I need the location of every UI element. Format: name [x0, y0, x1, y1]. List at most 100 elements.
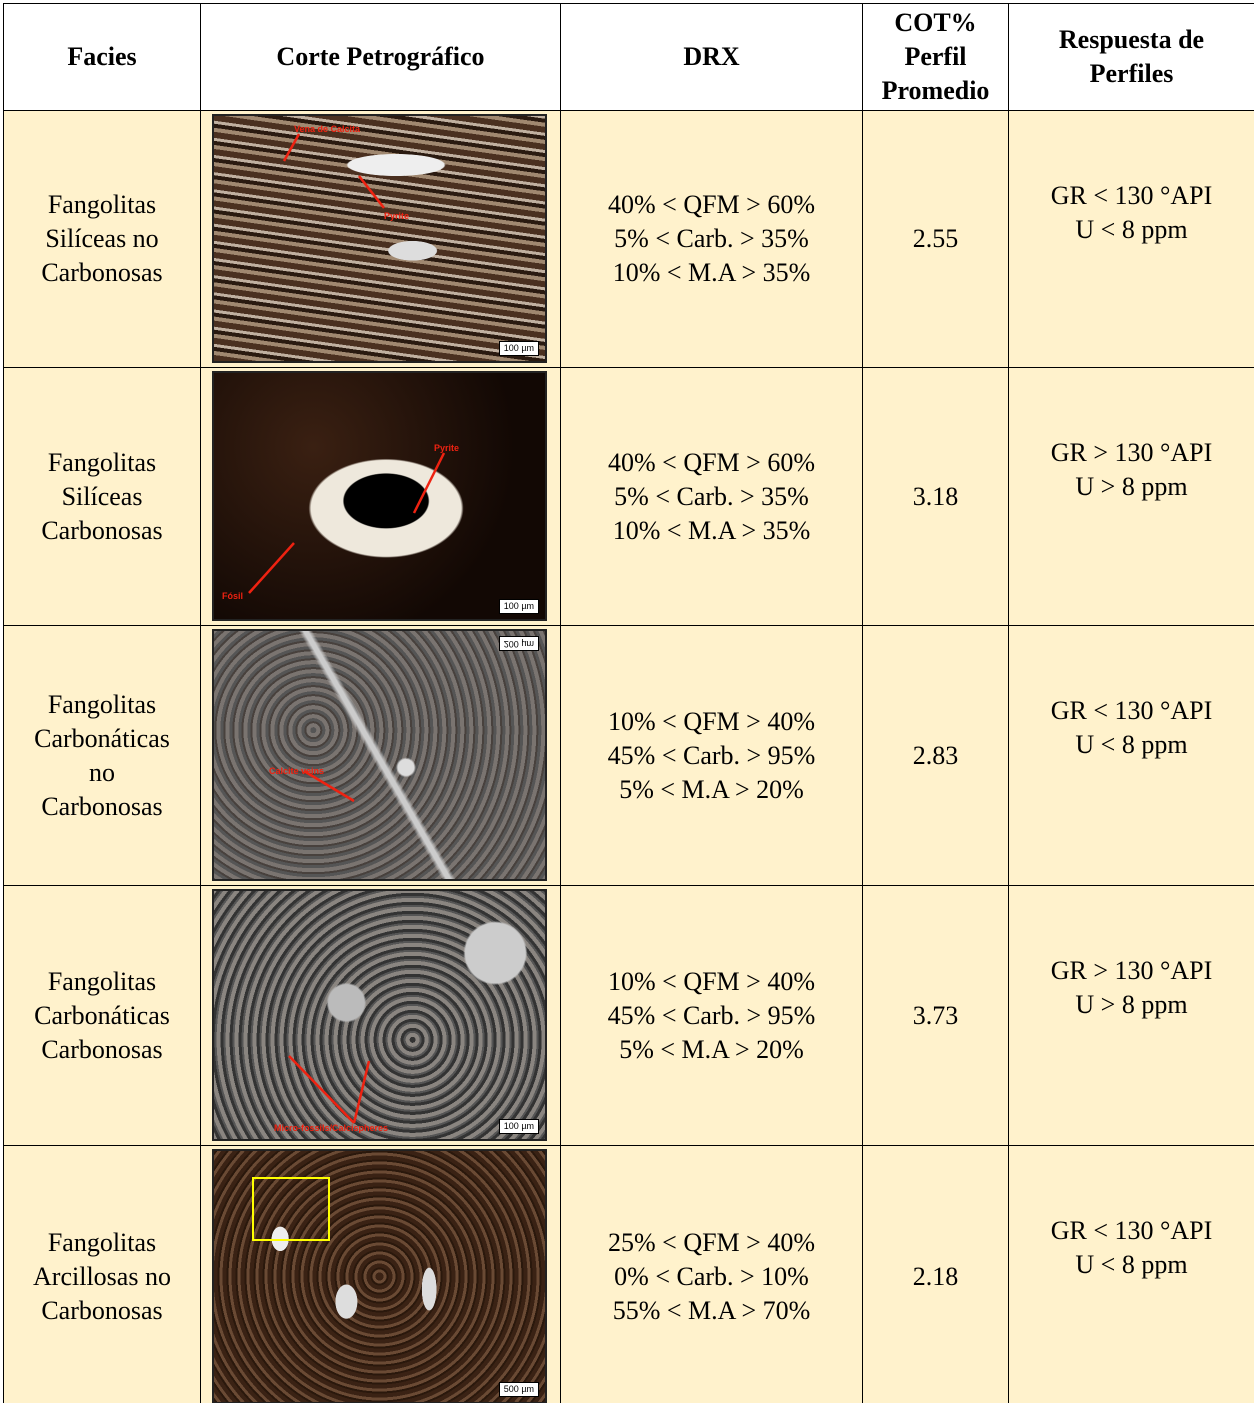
arrow — [288, 1055, 355, 1124]
micrograph: 100 µm Vena de Calcita Pyrite — [212, 114, 547, 363]
micrograph: 200 µm Calcite veins — [212, 629, 547, 881]
highlight-box — [252, 1177, 330, 1241]
cot-value: 2.55 — [912, 224, 959, 253]
annotation: Vena de Calcita — [294, 124, 361, 134]
annotation: Micro-fossils/Calcispheres — [274, 1123, 389, 1133]
header-line: DRX — [683, 42, 740, 71]
drx-line: 5% < Carb. > 35% — [614, 224, 809, 253]
arrows — [248, 452, 446, 594]
drx-line: 5% < M.A > 20% — [619, 1034, 804, 1064]
facies-line: Carbonáticas — [34, 1000, 170, 1030]
arrows — [282, 133, 385, 209]
drx-cell: 10% < QFM > 40% 45% < Carb. > 95% 5% < M.A… — [560, 625, 863, 886]
drx-line: 5% < Carb. > 35% — [614, 481, 809, 511]
facies-cell: Fangolitas Carbonáticas no Carbonosas — [3, 625, 201, 886]
logs-line: GR > 130 °API — [1050, 438, 1213, 467]
facies-line: Fangolitas — [47, 447, 157, 477]
cot-value: 3.18 — [912, 481, 959, 511]
header-cell: Corte Petrográfico — [200, 3, 561, 111]
facies-cell: Fangolitas Carbonáticas Carbonosas — [3, 885, 201, 1146]
micrograph: 500 µm — [212, 1149, 547, 1403]
cot-cell: 3.18 — [862, 367, 1009, 626]
facies-line: Carbonosas — [41, 515, 163, 545]
drx-line: 5% < M.A > 20% — [619, 774, 804, 804]
header-cell: Respuesta de Perfiles — [1008, 3, 1254, 111]
facies-line: Carbonosas — [41, 1034, 163, 1064]
drx-cell: 10% < QFM > 40% 45% < Carb. > 95% 5% < M.A… — [560, 885, 863, 1146]
header-line: COT% — [894, 8, 977, 37]
arrows — [303, 769, 355, 803]
drx-line: 10% < QFM > 40% — [608, 966, 815, 996]
facies-line: Silíceas — [61, 481, 143, 511]
facies-line: Carbonosas — [41, 258, 163, 287]
cot-cell: 2.83 — [862, 625, 1009, 886]
arrow — [282, 133, 301, 162]
facies-line: Fangolitas — [47, 966, 157, 996]
cot-cell: 2.18 — [862, 1145, 1009, 1403]
cot-cell: 3.73 — [862, 885, 1009, 1146]
facies-cell: Fangolitas Silíceas no Carbonosas — [3, 110, 201, 368]
micrograph: 100 µm Pyrite Fósil — [212, 371, 547, 621]
scale-bar: 500 µm — [498, 1382, 539, 1397]
arrow — [303, 769, 355, 803]
drx-line: 40% < QFM > 60% — [608, 447, 815, 477]
cot-value: 3.73 — [912, 1000, 959, 1030]
logs-cell: GR < 130 °API U < 8 ppm — [1008, 110, 1254, 368]
facies-cell: Fangolitas Silíceas Carbonosas — [3, 367, 201, 626]
logs-cell: GR > 130 °API U > 8 ppm — [1008, 367, 1254, 626]
header-line: Respuesta de — [1058, 25, 1205, 54]
cot-cell: 2.55 — [862, 110, 1009, 368]
logs-line: U > 8 ppm — [1075, 990, 1188, 1019]
drx-line: 10% < M.A > 35% — [612, 515, 811, 545]
drx-line: 45% < Carb. > 95% — [607, 740, 816, 770]
drx-line: 0% < Carb. > 10% — [614, 1262, 809, 1291]
header-line: Perfiles — [1089, 59, 1174, 88]
logs-line: GR < 130 °API — [1050, 181, 1213, 210]
header-cell: DRX — [560, 3, 863, 111]
header-line: Corte Petrográfico — [276, 42, 485, 71]
logs-line: GR < 130 °API — [1050, 696, 1213, 725]
facies-line: Carbonáticas — [34, 723, 170, 753]
scale-bar: 100 µm — [498, 599, 539, 614]
logs-cell: GR < 130 °API U < 8 ppm — [1008, 625, 1254, 886]
header-cell: Facies — [3, 3, 201, 111]
micrograph: 100 µm Micro-fossils/Calcispheres — [212, 889, 547, 1141]
annotation: Calcite veins — [269, 766, 325, 776]
arrow — [352, 1060, 371, 1124]
header-line: Perfil — [904, 42, 967, 71]
drx-line: 45% < Carb. > 95% — [607, 1000, 816, 1030]
logs-cell: GR > 130 °API U > 8 ppm — [1008, 885, 1254, 1146]
scale-bar: 100 µm — [498, 341, 539, 356]
header-cell: COT% Perfil Promedio — [862, 3, 1009, 111]
facies-line: Carbonosas — [41, 1296, 163, 1325]
logs-line: U > 8 ppm — [1075, 472, 1188, 501]
annotation: Pyrite — [434, 443, 460, 453]
logs-line: U < 8 ppm — [1075, 730, 1188, 759]
facies-line: no — [89, 757, 115, 787]
logs-cell: GR < 130 °API U < 8 ppm — [1008, 1145, 1254, 1403]
drx-cell: 25% < QFM > 40% 0% < Carb. > 10% 55% < M.A… — [560, 1145, 863, 1403]
arrow — [248, 542, 295, 594]
facies-line: Fangolitas — [47, 1228, 157, 1257]
drx-line: 40% < QFM > 60% — [608, 190, 815, 219]
facies-line: Carbonosas — [41, 791, 163, 821]
cot-value: 2.83 — [912, 740, 959, 770]
facies-cell: Fangolitas Arcillosas no Carbonosas — [3, 1145, 201, 1403]
scale-bar: 200 µm — [498, 636, 539, 651]
drx-line: 55% < M.A > 70% — [612, 1296, 811, 1325]
facies-line: Silíceas no — [45, 224, 159, 253]
logs-line: GR < 130 °API — [1050, 1216, 1213, 1245]
logs-line: U < 8 ppm — [1075, 215, 1188, 244]
drx-cell: 40% < QFM > 60% 5% < Carb. > 35% 10% < M.A… — [560, 367, 863, 626]
logs-line: U < 8 ppm — [1075, 1250, 1188, 1279]
cot-value: 2.18 — [912, 1262, 959, 1291]
arrow — [412, 452, 446, 514]
drx-line: 25% < QFM > 40% — [608, 1228, 815, 1257]
drx-cell: 40% < QFM > 60% 5% < Carb. > 35% 10% < M.A… — [560, 110, 863, 368]
header-line: Promedio — [881, 76, 990, 105]
facies-line: Arcillosas no — [33, 1262, 171, 1291]
facies-line: Fangolitas — [47, 190, 157, 219]
logs-line: GR > 130 °API — [1050, 956, 1213, 985]
drx-line: 10% < QFM > 40% — [608, 706, 815, 736]
